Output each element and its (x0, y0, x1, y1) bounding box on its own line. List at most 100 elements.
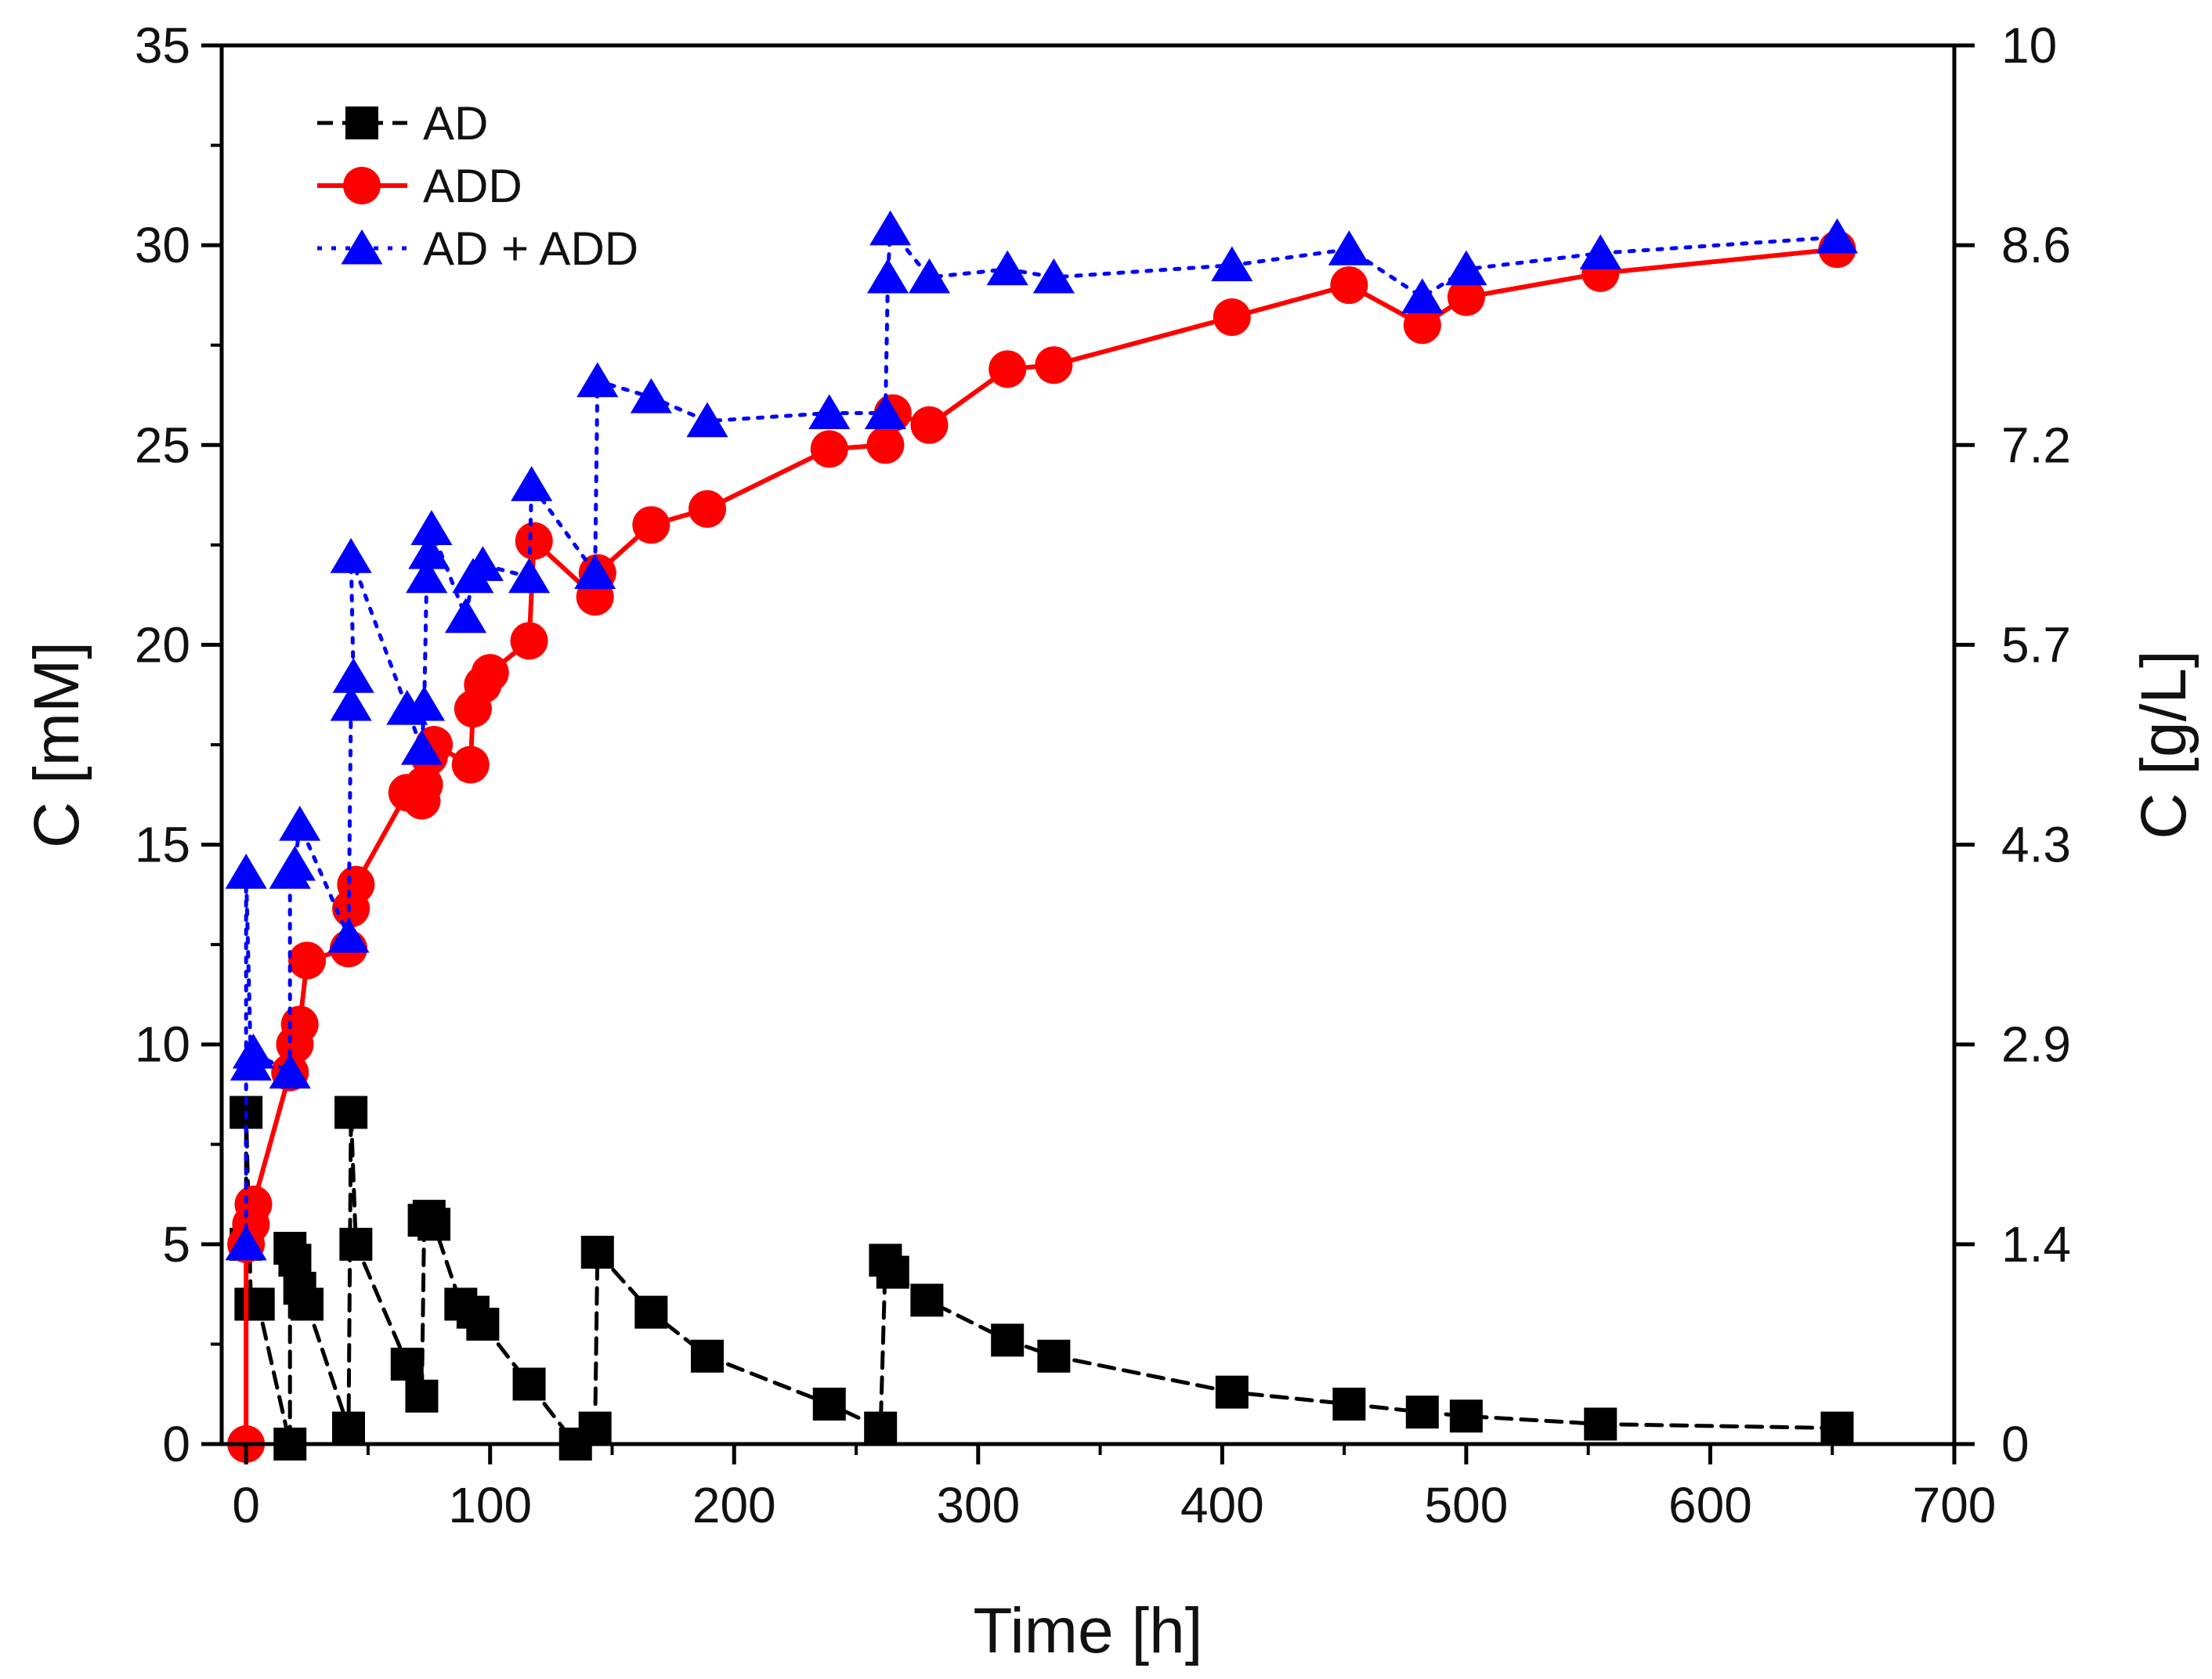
x-tick-label: 300 (936, 1477, 1020, 1533)
y-right-tick-label: 4.3 (2001, 817, 2071, 873)
legend-label: ADD (423, 160, 522, 212)
y-tick-label: 15 (135, 817, 190, 873)
data-point (1037, 1339, 1071, 1373)
data-point (864, 1411, 898, 1445)
y-right-tick-label: 7.2 (2001, 417, 2071, 473)
series-ad (230, 1096, 1854, 1461)
x-tick-label: 700 (1913, 1477, 1997, 1533)
y-right-tick-label: 8.6 (2001, 217, 2071, 273)
y-tick-label: 0 (162, 1416, 190, 1472)
data-point (1579, 234, 1621, 269)
data-point (466, 1307, 500, 1341)
data-point (634, 1295, 668, 1329)
data-point (869, 210, 912, 246)
y-right-tick-label: 2.9 (2001, 1016, 2071, 1073)
data-point (574, 554, 616, 590)
data-point (686, 402, 728, 438)
data-point (408, 533, 450, 569)
data-point (279, 805, 321, 841)
data-point (1445, 250, 1487, 286)
data-point (225, 854, 267, 889)
data-point (1449, 1399, 1483, 1433)
data-point (410, 510, 453, 545)
y-tick-label: 25 (135, 417, 190, 473)
data-point (690, 1339, 724, 1373)
data-point (471, 654, 509, 692)
y-right-tick-label: 5.7 (2001, 616, 2071, 673)
data-point (232, 1033, 275, 1069)
y-tick-label: 5 (162, 1216, 190, 1273)
data-point (510, 622, 548, 660)
data-point (330, 538, 372, 573)
data-point (339, 1227, 373, 1261)
series-layer (225, 210, 1859, 1463)
x-tick-label: 600 (1668, 1477, 1752, 1533)
data-point (1401, 278, 1444, 314)
x-tick-label: 0 (232, 1477, 260, 1533)
data-point (989, 350, 1027, 388)
data-point (986, 250, 1028, 286)
data-point (1405, 1396, 1439, 1429)
data-point (512, 1367, 546, 1401)
data-point (327, 917, 370, 953)
ticks-layer: 0 100 200 300 400 500 600 7000510152025303501.4… (135, 17, 2071, 1533)
data-point (1211, 246, 1253, 282)
y-right-tick-label: 1.4 (2001, 1216, 2071, 1273)
data-point (330, 685, 372, 721)
data-point (1816, 218, 1859, 254)
data-point (866, 426, 905, 464)
y-right-tick-label: 10 (2001, 17, 2057, 74)
data-point (908, 258, 951, 294)
data-point (808, 394, 851, 429)
data-point (630, 377, 672, 413)
data-point (390, 1347, 424, 1381)
data-point (508, 558, 551, 594)
data-point (1215, 1375, 1249, 1409)
data-point (451, 746, 490, 784)
y-tick-label: 20 (135, 616, 190, 673)
data-point (1328, 230, 1370, 265)
data-point (1035, 346, 1073, 385)
x-tick-label: 400 (1180, 1477, 1264, 1533)
y-tick-label: 10 (135, 1016, 190, 1073)
series-line (244, 247, 1840, 1446)
data-point (866, 258, 909, 294)
data-point (337, 865, 375, 904)
data-point (511, 466, 553, 501)
legend-marker (341, 229, 383, 265)
data-point (334, 1096, 368, 1129)
series-add (227, 230, 1856, 1463)
data-point (991, 1323, 1025, 1357)
data-point (269, 1053, 311, 1089)
x-axis-title: Time [h] (973, 1595, 1202, 1666)
data-point (400, 729, 443, 765)
y-right-axis-title: C [g/L] (2128, 650, 2199, 840)
data-point (278, 1244, 312, 1277)
data-point (234, 1185, 273, 1223)
data-point (288, 941, 327, 980)
legend: AD ADD AD + ADD (317, 97, 638, 275)
data-point (812, 1387, 846, 1421)
y-right-tick-label: 0 (2001, 1416, 2029, 1472)
data-point (225, 1225, 267, 1261)
data-point (417, 1208, 451, 1241)
legend-label: AD (423, 97, 488, 150)
data-point (910, 1284, 944, 1317)
data-point (444, 598, 487, 634)
y-axis-title: C [mM] (21, 641, 92, 848)
data-point (1584, 1407, 1617, 1441)
data-point (1213, 298, 1251, 336)
data-point (876, 1255, 909, 1289)
y-tick-label: 30 (135, 217, 190, 273)
data-point (332, 658, 374, 693)
data-point (910, 406, 949, 444)
data-point (406, 558, 448, 594)
series-line (244, 1112, 1839, 1447)
data-point (580, 1236, 614, 1269)
y-tick-label: 35 (135, 17, 190, 74)
data-point (403, 685, 446, 721)
data-point (632, 506, 670, 544)
data-point (1447, 278, 1485, 316)
data-point (515, 522, 553, 560)
